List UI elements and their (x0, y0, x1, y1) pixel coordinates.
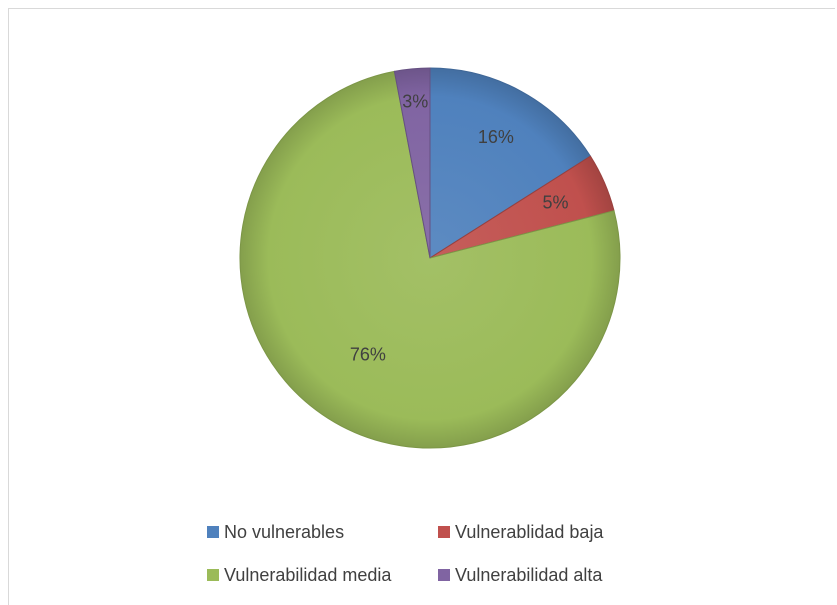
legend-item-vulnerabilidad-alta: Vulnerabilidad alta (438, 563, 602, 587)
legend-swatch (438, 526, 450, 538)
legend-label: Vulnerabilidad alta (455, 564, 603, 585)
pie-slice-vulnerabilidad-alta (393, 67, 431, 259)
pie-slice-no-vulnerables (429, 67, 592, 259)
legend-swatch (207, 569, 219, 581)
pie-slices (239, 67, 621, 449)
pie-data-label: 3% (402, 92, 428, 112)
pie-data-label: 16% (478, 127, 514, 147)
legend-swatch (438, 569, 450, 581)
pie-data-label: 76% (350, 345, 386, 365)
legend-label: Vulnerablidad baja (455, 521, 604, 542)
pie-slice-vulnerabilidad-media (239, 70, 621, 449)
legend-item-vulnerabilidad-media: Vulnerabilidad media (207, 563, 391, 587)
legend-item-no-vulnerables: No vulnerables (207, 520, 344, 544)
legend-swatch (207, 526, 219, 538)
chart-frame (8, 8, 835, 605)
pie-data-label: 5% (542, 192, 568, 212)
pie-data-labels: 16% 5% 76% 3% (350, 92, 569, 365)
legend-item-vulnerablidad-baja: Vulnerablidad baja (438, 520, 603, 544)
legend-label: Vulnerabilidad media (224, 564, 392, 585)
legend-label: No vulnerables (224, 521, 345, 542)
